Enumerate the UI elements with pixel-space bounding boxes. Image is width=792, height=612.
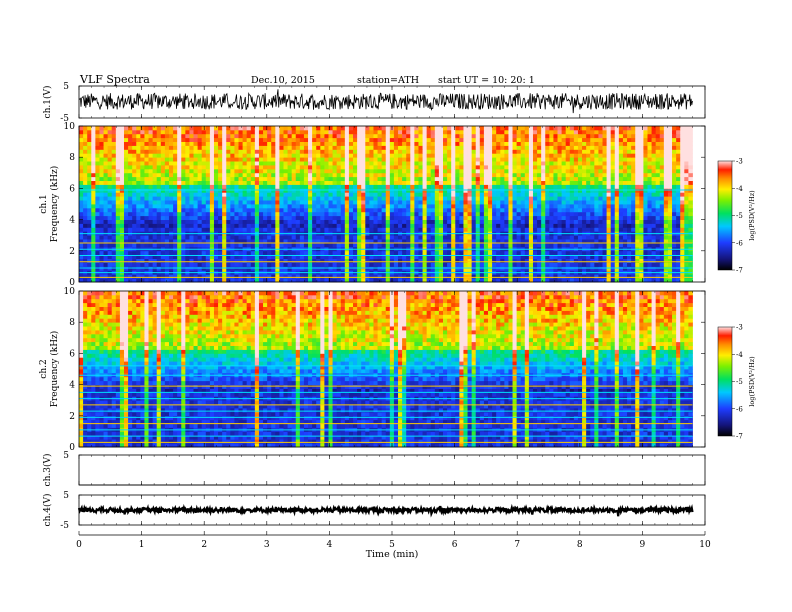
y-tick-label: 5 — [63, 491, 69, 501]
channel-label: ch.2 — [39, 359, 49, 378]
y-tick-label: 0 — [69, 443, 75, 453]
y-tick-label: 10 — [64, 287, 76, 297]
x-tick-label: 0 — [76, 540, 82, 550]
channel-label: ch.1 — [39, 194, 49, 213]
colorbar-tick-label: -4 — [736, 185, 743, 193]
y-tick-label: 0 — [69, 278, 75, 288]
waveform-trace — [77, 503, 694, 518]
panel-frame — [78, 454, 706, 486]
y-tick-label: 5 — [63, 451, 69, 461]
figure-title: VLF Spectra — [79, 73, 150, 86]
colorbar-tick-label: -5 — [736, 378, 743, 386]
y-tick-label: 4 — [69, 216, 75, 226]
y-tick-label: 8 — [69, 318, 75, 328]
colorbar — [717, 160, 733, 271]
colorbar-tick-label: -3 — [736, 158, 743, 166]
colorbar — [717, 326, 733, 437]
station-label: station=ATH — [357, 75, 419, 86]
y-tick-label: -5 — [60, 521, 69, 531]
waveform-axis-label: ch.3(V) — [42, 454, 53, 487]
colorbar-tick-label: -3 — [736, 324, 743, 332]
panel-ch1-spectrogram: 0 2 4 6 8 10 ch.1 Frequency (kHz) -3 -4 -5 -6 -7 log(… — [39, 122, 756, 288]
x-axis-label: Time (min) — [366, 549, 419, 560]
panel-frame — [78, 85, 706, 119]
y-tick-label: -5 — [60, 114, 69, 124]
x-tick-label: 5 — [389, 540, 395, 550]
x-tick-label: 10 — [699, 540, 711, 550]
y-tick-label: 6 — [69, 184, 75, 194]
y-tick-label: 6 — [69, 349, 75, 359]
colorbar-label: log(PSD(V²/Hz) — [748, 190, 756, 241]
waveform-trace — [78, 89, 693, 114]
colorbar-tick-label: -5 — [736, 212, 743, 220]
x-tick-label: 9 — [640, 540, 646, 550]
colorbar-tick-label: -6 — [736, 239, 743, 247]
y-tick-label: 2 — [69, 247, 75, 257]
x-tick-label: 2 — [201, 540, 207, 550]
x-tick-label: 6 — [452, 540, 458, 550]
date-label: Dec.10, 2015 — [251, 75, 315, 86]
spectrogram-cells — [79, 126, 693, 283]
y-tick-label: 8 — [69, 153, 75, 163]
frequency-axis-label: Frequency (kHz) — [49, 166, 60, 243]
x-tick-label: 4 — [327, 540, 333, 550]
colorbar-tick-label: -6 — [736, 405, 743, 413]
x-tick-label: 3 — [264, 540, 270, 550]
y-tick-label: 5 — [63, 82, 69, 92]
y-tick-label: 2 — [69, 412, 75, 422]
y-tick-label: 10 — [64, 122, 76, 132]
waveform-axis-label: ch.4(V) — [42, 494, 53, 527]
colorbar-tick-label: -4 — [736, 351, 743, 359]
x-tick-label: 1 — [139, 540, 145, 550]
x-tick-label: 8 — [577, 540, 583, 550]
waveform-axis-label: ch.1(V) — [42, 86, 53, 119]
start-time-label: start UT = 10: 20: 1 — [438, 75, 535, 86]
x-tick-labels: 0 1 2 3 4 5 6 7 8 9 10 — [76, 540, 711, 550]
colorbar-label: log(PSD(V²/Hz) — [748, 356, 756, 407]
colorbar-tick-label: -7 — [736, 433, 743, 441]
frequency-axis-label: Frequency (kHz) — [49, 331, 60, 408]
x-tick-label: 7 — [514, 540, 520, 550]
y-tick-label: 4 — [69, 381, 75, 391]
colorbar-tick-label: -7 — [736, 267, 743, 275]
panel-ch2-spectrogram: 0 2 4 6 8 10 ch.2 Frequency (kHz) -3 -4 -5 -6 -7 log(… — [39, 287, 756, 453]
